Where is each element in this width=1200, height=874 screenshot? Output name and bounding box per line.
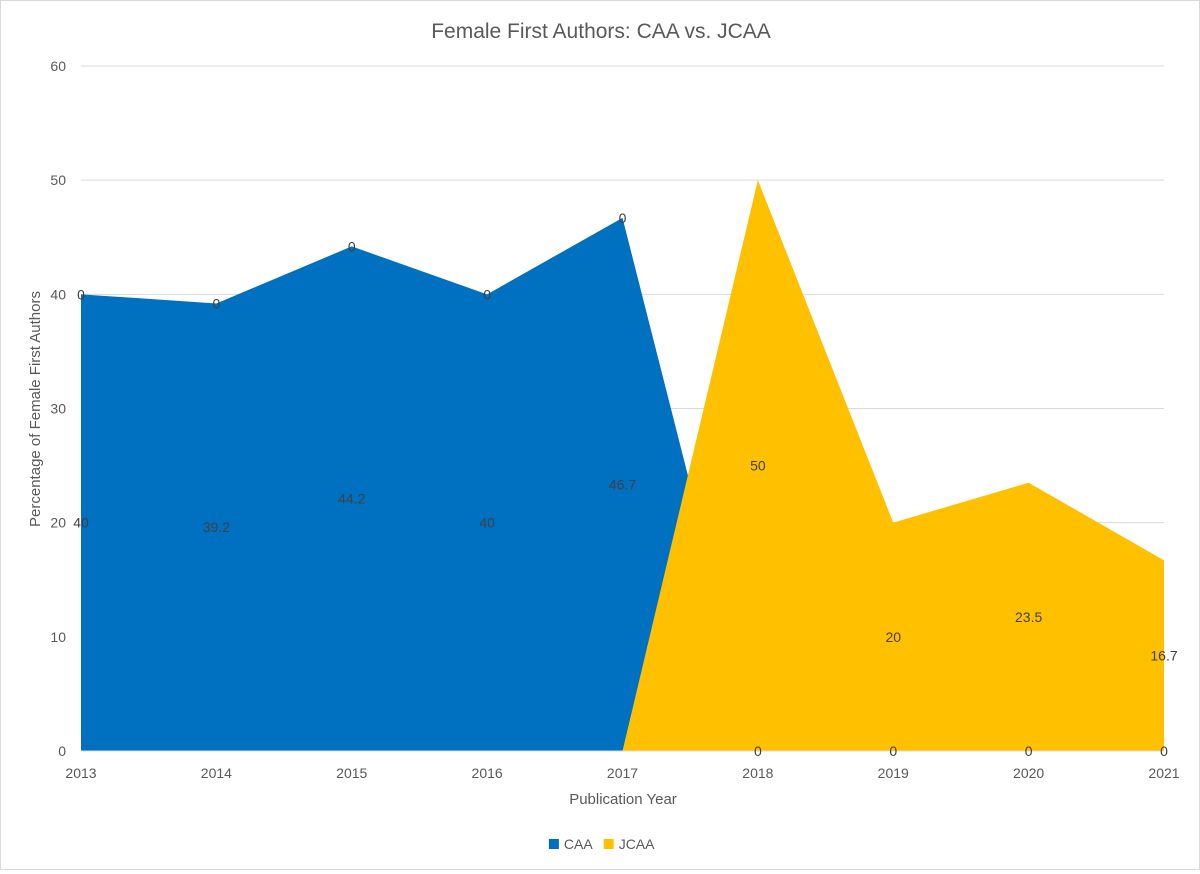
x-axis-tick-labels: 2013 2014 2015 2016 2017 2018 2019 2020 2021 (65, 765, 1179, 781)
data-label-jcaa: 16.7 (1150, 648, 1177, 664)
data-label-jcaa: 0 (77, 286, 85, 302)
data-label-jcaa: 50 (750, 458, 766, 474)
y-axis-tick-labels: 0 10 20 30 40 50 60 (50, 58, 66, 759)
legend-label: CAA (564, 836, 593, 852)
x-tick-label: 2013 (65, 765, 96, 781)
data-label-caa: 0 (1025, 743, 1033, 759)
legend-swatch (548, 839, 559, 849)
legend-label: JCAA (619, 836, 655, 852)
x-axis-title: Publication Year (569, 791, 677, 808)
x-tick-label: 2016 (472, 765, 503, 781)
data-label-jcaa: 0 (483, 286, 491, 302)
data-label-jcaa: 23.5 (1015, 609, 1042, 625)
area-series (81, 180, 1164, 751)
legend: CAA JCAA (548, 836, 655, 852)
x-tick-label: 2015 (336, 765, 367, 781)
data-label-caa: 0 (1160, 743, 1168, 759)
data-label-jcaa: 0 (348, 238, 356, 254)
data-label-jcaa: 0 (212, 295, 220, 311)
legend-item-jcaa[interactable]: JCAA (603, 836, 655, 852)
y-tick-label: 30 (50, 401, 66, 417)
chart-title: Female First Authors: CAA vs. JCAA (431, 20, 771, 43)
y-tick-label: 0 (58, 743, 66, 759)
data-label-caa: 46.7 (609, 476, 636, 492)
area-caa (81, 217, 1164, 751)
legend-swatch (603, 839, 614, 849)
data-label-caa: 0 (754, 743, 762, 759)
x-tick-label: 2021 (1148, 765, 1179, 781)
x-tick-label: 2019 (878, 765, 909, 781)
data-label-caa: 44.2 (338, 491, 365, 507)
x-tick-label: 2018 (742, 765, 773, 781)
y-tick-label: 50 (50, 172, 66, 188)
x-tick-label: 2020 (1013, 765, 1044, 781)
data-label-caa: 40 (73, 515, 89, 531)
area-jcaa (81, 180, 1164, 751)
y-tick-label: 40 (50, 286, 66, 302)
y-axis-title: Percentage of Female First Authors (27, 291, 44, 527)
y-tick-label: 20 (50, 515, 66, 531)
y-tick-label: 60 (50, 58, 66, 74)
data-label-caa: 40 (479, 515, 495, 531)
data-label-jcaa: 20 (885, 629, 901, 645)
x-tick-label: 2014 (201, 765, 232, 781)
x-tick-label: 2017 (607, 765, 638, 781)
data-labels: 40 39.2 44.2 40 46.7 0 0 0 0 0 0 0 0 0 50 20 23.5 16.7 (73, 210, 1178, 759)
legend-item-caa[interactable]: CAA (548, 836, 593, 852)
data-label-caa: 0 (889, 743, 897, 759)
data-label-jcaa: 0 (619, 210, 627, 226)
y-tick-label: 10 (50, 629, 66, 645)
data-label-caa: 39.2 (203, 519, 230, 535)
